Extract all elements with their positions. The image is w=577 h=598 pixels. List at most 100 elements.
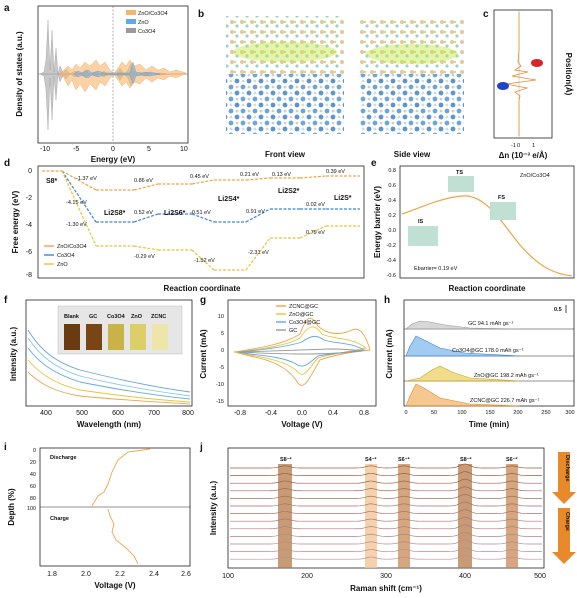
cv-curve-co3o4 — [237, 335, 366, 367]
fs-structure — [490, 202, 516, 220]
fe-legend: ZnO/Co3O4 Co3O4 ZnO — [44, 244, 87, 268]
panel-h: h 0.5 GC 94.1 mAh gs⁻¹ Co3O4@GC 178.0 mA… — [384, 295, 575, 429]
cdd-xtick-3: 1 — [532, 143, 535, 149]
pot-trace-zcnc — [405, 383, 521, 407]
raman-band-3 — [398, 464, 410, 568]
cv-ytick-3: 0 — [221, 348, 224, 354]
depth-ytick-2: 20 — [30, 460, 36, 466]
barrier-value-label: Ebarrier= 0.19 eV — [414, 266, 458, 272]
fs-label: FS — [498, 195, 505, 201]
fe-ytick-1: 0 — [28, 168, 32, 175]
legend-swatch-co3o4 — [126, 28, 136, 33]
depth-discharge-label: Discharge — [50, 455, 77, 461]
raman-xtick-5: 500 — [534, 573, 546, 580]
panel-j: j S8⁻² S4⁻² S6⁻² S8⁻² S6⁻² Discharge Cha… — [199, 442, 576, 593]
legend-text-znoco3o4: ZnO/Co3O4 — [138, 11, 168, 17]
dos-curve-znoco3o4 — [59, 59, 187, 93]
raman-spectra — [230, 463, 542, 560]
uv-curve-blank — [27, 329, 191, 393]
fe-yellow-label-4: -2.31 eV — [248, 250, 269, 256]
species-li2s8: Li2S8* — [104, 210, 126, 217]
vial-photo: Blank GC Co3O4 ZnO ZCNC — [57, 305, 183, 355]
species-li2s2: Li2S2* — [278, 188, 300, 195]
eb-ytick-2: 0.6 — [388, 183, 396, 189]
eb-ytick-8: -0.6 — [387, 273, 396, 279]
cv-curve-zcnc — [233, 317, 371, 386]
is-label: IS — [418, 219, 424, 225]
depth-xlabel: Voltage (V) — [94, 581, 136, 590]
raman-spectrum-line — [230, 501, 542, 507]
depth-xtick-2: 2.0 — [81, 571, 91, 578]
uv-xtick-3: 600 — [112, 410, 124, 417]
vial-label-blank: Blank — [64, 314, 80, 320]
raman-spectrum-line — [230, 463, 542, 469]
cv-axes-frame — [227, 299, 377, 407]
cv-ytick-5: -10 — [216, 382, 224, 388]
eb-ytick-7: -0.4 — [387, 258, 396, 264]
depth-ytick-6: 100 — [27, 506, 36, 512]
cv-legend-gc: GC — [289, 328, 297, 334]
fe-orange-label-3: 0.45 eV — [190, 174, 209, 180]
cv-legend-co3o4: Co3O4@GC — [289, 320, 320, 326]
panel-g-label: g — [200, 295, 206, 306]
legend-swatch-zno — [126, 19, 136, 24]
charge-arrow-head — [552, 552, 576, 564]
pot-xtick-3: 100 — [457, 410, 466, 416]
front-substrate-layer — [226, 74, 344, 134]
charge-loss-marker — [497, 82, 509, 90]
raman-spectrum-line — [230, 554, 542, 560]
vial-zno — [130, 324, 146, 350]
panel-i-label: i — [4, 442, 7, 453]
fe-blue-label-1: -4.15 eV — [66, 200, 87, 206]
raman-xtick-1: 100 — [222, 573, 234, 580]
fe-ytick-4: -6 — [26, 249, 32, 256]
charge-gain-marker — [531, 59, 543, 67]
depth-ytick-5: 80 — [30, 496, 36, 502]
raman-spectrum-line — [230, 516, 542, 522]
uv-xtick-4: 700 — [148, 410, 160, 417]
is-structure — [408, 226, 438, 246]
pot-trace-co3o4 — [405, 335, 521, 357]
fe-blue-label-5: 0.02 eV — [306, 202, 325, 208]
depth-discharge-curve — [91, 448, 151, 507]
cdd-xtick-2: 0 — [517, 143, 520, 149]
panel-a: a ZnO/Co3O4 ZnO Co3O4 -10 -5 0 5 10 Ener… — [4, 3, 189, 164]
species-li2s4: Li2S4* — [218, 196, 240, 203]
pot-trace-label-gc: GC 94.1 mAh gs⁻¹ — [468, 321, 514, 327]
structure-side-view: Side view — [360, 18, 464, 159]
raman-spectrum-line — [230, 471, 542, 476]
cdd-xlabel: Δn (10⁻³ e/Å) — [499, 151, 548, 160]
legend-swatch-znoco3o4 — [126, 10, 136, 15]
raman-axes-frame — [227, 447, 545, 569]
pot-xtick-2: 50 — [431, 410, 437, 416]
depth-charge-curve — [107, 508, 139, 565]
cv-legend: ZCNC@GC ZnO@GC Co3O4@GC GC — [276, 304, 320, 334]
raman-charge-label: Charge — [564, 512, 570, 531]
cv-xtick-5: 0.8 — [359, 410, 369, 417]
uv-xtick-2: 500 — [76, 410, 88, 417]
fe-xlabel: Reaction coordinate — [164, 284, 241, 293]
panel-b-label: b — [198, 9, 204, 20]
uv-curve-zcnc — [27, 371, 191, 405]
fe-legend-co3o4: Co3O4 — [57, 253, 74, 259]
raman-band-label-4: S8⁻² — [460, 456, 472, 463]
barrier-axes-frame — [399, 165, 575, 279]
panel-i: i Discharge Charge 0 20 40 60 80 100 1.8… — [4, 442, 191, 590]
side-substrate-layer — [360, 74, 464, 134]
raman-spectrum-line — [230, 509, 542, 514]
raman-spectrum-line — [230, 524, 542, 530]
raman-band-label-5: S6⁻² — [506, 456, 518, 463]
dos-curve-zno — [73, 61, 161, 85]
raman-band-label-2: S4⁻² — [365, 456, 377, 463]
cv-xlabel: Voltage (V) — [281, 420, 323, 429]
cdd-axes-frame — [493, 9, 553, 139]
dos-ylabel: Density of states (a.u.) — [15, 31, 24, 117]
vial-label-co3o4: Co3O4 — [107, 314, 126, 320]
pot-xtick-1: 0 — [404, 410, 407, 416]
depth-ylabel: Depth (%) — [7, 488, 16, 526]
dos-legend: ZnO/Co3O4 ZnO Co3O4 — [126, 10, 168, 35]
fe-ylabel: Free energy (eV) — [11, 190, 20, 253]
eb-ytick-1: 0.8 — [388, 168, 396, 174]
uv-curve-zno — [27, 359, 191, 403]
